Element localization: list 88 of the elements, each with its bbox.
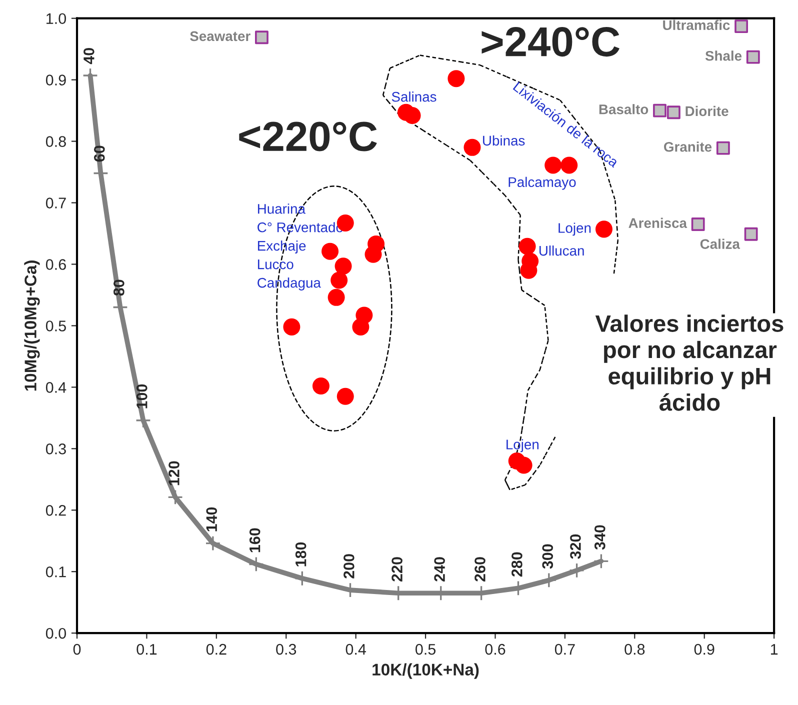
annotation: 240 [434,557,445,582]
point [330,272,348,289]
point [283,318,300,336]
y-tick-label: 0.0 [46,628,66,639]
annotation: 280 [512,552,522,577]
annotation: >240°C [482,27,620,57]
point [544,156,562,174]
x-tick-label: 0.7 [554,644,575,655]
point [734,20,748,34]
y-tick-label: 0.5 [46,320,66,332]
point [352,318,370,336]
point [334,258,352,275]
point [560,156,578,174]
annotation: Seawater [190,31,250,42]
annotation: Diorite [686,106,728,116]
annotation: 200 [344,554,354,578]
y-tick-label: 0.2 [46,505,66,516]
annotation: Shale [705,50,742,61]
y-tick-label: 0.6 [46,259,66,270]
point [515,456,532,474]
annotation: <220°C [239,122,377,152]
y-tick-label: 0.8 [46,136,66,147]
annotation: 340 [594,525,606,550]
annotation: 140 [206,507,218,532]
annotation: Ultramafic [663,20,730,30]
annotation: Ubinas [483,135,525,146]
x-tick-label: 0.4 [346,644,366,655]
annotation: 40 [84,48,94,64]
point [205,536,221,552]
annotation: Basalto [599,104,648,114]
annotation: Lojen [506,439,538,452]
x-tick-label: 0.3 [276,644,296,655]
annotation: Valores inciertos por no alcanzar equilibrio y pH ácido [595,314,784,411]
annotation: 100 [136,384,148,408]
annotation: 260 [474,557,486,582]
annotation: Lojen [558,222,591,236]
annotation: 180 [295,542,306,566]
x-tick-label: 0 [73,644,81,655]
annotation: 60 [94,146,105,162]
annotation: Caliza [700,238,740,249]
point [328,288,345,306]
y-tick-label: 0.7 [46,198,66,208]
point [248,556,264,572]
point [518,238,536,255]
point [691,218,705,231]
annotation: 120 [168,461,180,486]
x-tick-label: 0.1 [136,644,157,655]
x-axis-title: 10K/(10K+Na) [372,663,479,679]
annotation: 80 [114,280,124,296]
y-tick-label: 0.3 [46,444,66,454]
point [716,141,730,155]
x-tick-label: 1 [770,644,778,655]
y-tick-label: 0.1 [46,566,66,578]
point [541,572,557,588]
point [255,30,268,44]
point [653,104,666,118]
x-tick-label: 0.5 [416,644,436,655]
point [404,106,421,124]
point [666,106,680,120]
point [364,246,382,263]
annotation: Palcamayo [508,176,576,190]
point [336,388,354,405]
y-tick-label: 0.9 [46,74,66,86]
annotation: 300 [542,544,554,569]
annotation: 160 [249,528,260,552]
point [569,562,585,578]
point [448,70,465,88]
point [168,489,184,506]
point [593,553,609,569]
annotation: 220 [392,557,402,582]
point [746,50,760,64]
point [312,377,330,394]
annotation: 320 [570,534,581,559]
x-tick-label: 0.6 [485,644,506,655]
x-tick-label: 0.9 [694,644,714,655]
point [464,138,481,156]
x-tick-label: 0.2 [206,644,226,655]
y-axis-title: 10Mg/(10Mg+Ca) [24,260,40,391]
point [595,220,612,238]
annotation: Ullucan [539,245,584,256]
y-tick-label: 0.4 [46,382,66,393]
point [744,227,758,241]
annotation: Granite [664,142,712,152]
annotation: Salinas [392,92,436,102]
annotation: Arenisca [628,218,688,228]
x-tick-label: 0.8 [624,644,645,655]
y-tick-label: 1.0 [46,13,66,24]
point [322,242,339,260]
